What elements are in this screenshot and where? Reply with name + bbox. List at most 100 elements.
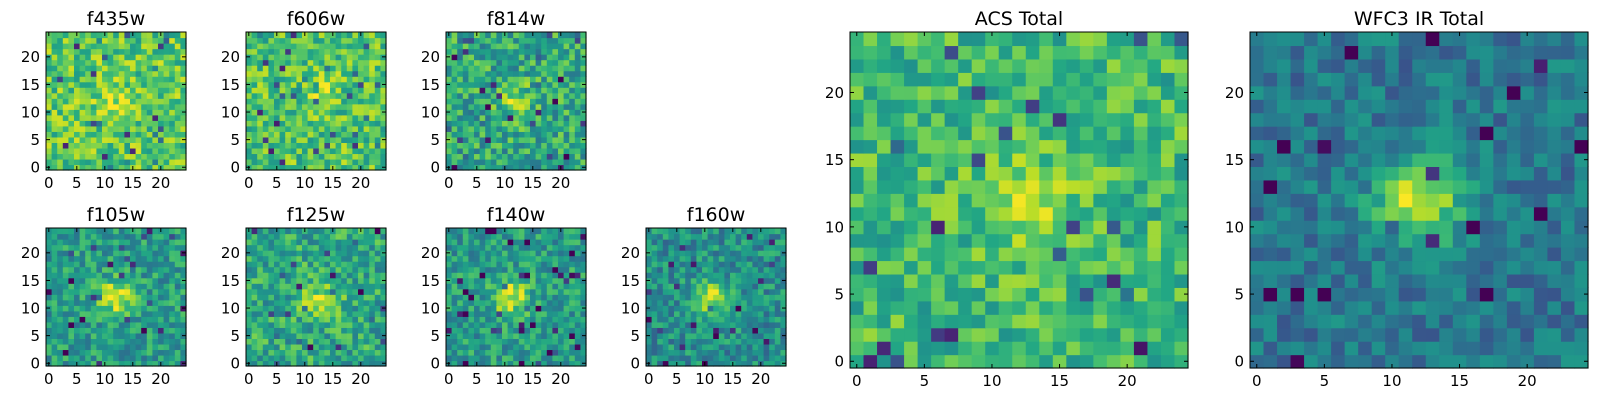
pixel-cell <box>302 131 309 138</box>
pixel-cell <box>1012 166 1027 181</box>
pixel-cell <box>1120 327 1135 342</box>
pixel-cell <box>535 310 542 317</box>
pixel-cell <box>85 65 92 72</box>
pixel-cell <box>474 120 481 127</box>
pixel-cell <box>107 76 114 83</box>
pixel-cell <box>118 125 125 132</box>
pixel-cell <box>335 255 342 262</box>
pixel-cell <box>446 244 453 251</box>
pixel-cell <box>174 321 181 328</box>
pixel-cell <box>341 332 348 339</box>
pixel-cell <box>118 288 125 295</box>
pixel-cell <box>696 299 703 306</box>
pixel-cell <box>358 310 365 317</box>
pixel-cell <box>358 103 365 110</box>
pixel-cell <box>546 332 553 339</box>
pixel-cell <box>174 48 181 55</box>
pixel-cell <box>90 37 97 44</box>
y-tick-label: 10 <box>21 103 40 121</box>
pixel-cell <box>118 277 125 284</box>
pixel-cell <box>546 239 553 246</box>
pixel-cell <box>518 98 525 105</box>
pixel-cell <box>330 92 337 99</box>
pixel-cell <box>130 255 137 262</box>
y-tick-label: 0 <box>430 355 440 373</box>
pixel-cell <box>341 70 348 77</box>
pixel-cell <box>341 103 348 110</box>
pixel-cell <box>541 327 548 334</box>
pixel-cell <box>296 120 303 127</box>
pixel-cell <box>546 147 553 155</box>
pixel-cell <box>451 354 458 362</box>
pixel-cell <box>546 54 553 61</box>
pixel-cell <box>485 321 492 328</box>
pixel-cell <box>507 239 514 246</box>
pixel-cell <box>541 136 548 143</box>
pixel-cell <box>490 114 497 121</box>
pixel-cell <box>668 288 675 295</box>
pixel-cell <box>462 343 469 351</box>
pixel-cell <box>324 87 331 94</box>
pixel-cell <box>730 250 737 257</box>
pixel-cell <box>158 158 165 166</box>
pixel-cell <box>251 343 258 351</box>
pixel-cell <box>85 283 92 290</box>
pixel-cell <box>346 360 353 367</box>
pixel-cell <box>79 142 86 149</box>
pixel-cell <box>113 54 120 61</box>
pixel-cell <box>563 360 570 367</box>
pixel-cell <box>485 327 492 334</box>
pixel-cell <box>90 228 97 235</box>
pixel-cell <box>152 164 159 171</box>
pixel-cell <box>674 261 681 268</box>
pixel-cell <box>1093 273 1108 288</box>
pixel-cell <box>158 114 165 121</box>
pixel-cell <box>74 233 81 240</box>
pixel-cell <box>324 103 331 110</box>
pixel-cell <box>46 120 53 127</box>
pixel-cell <box>302 92 309 99</box>
pixel-cell <box>251 142 258 149</box>
pixel-cell <box>724 338 731 345</box>
pixel-cell <box>158 233 165 240</box>
pixel-cell <box>158 255 165 262</box>
pixel-cell <box>363 43 370 50</box>
pixel-cell <box>958 166 973 181</box>
pixel-cell <box>135 76 142 83</box>
pixel-cell <box>324 332 331 339</box>
pixel-cell <box>96 125 103 132</box>
pixel-cell <box>268 294 275 301</box>
pixel-cell <box>474 239 481 246</box>
pixel-cell <box>374 81 381 88</box>
pixel-cell <box>62 125 69 132</box>
pixel-cell <box>931 233 946 248</box>
pixel-cell <box>730 255 737 262</box>
pixel-cell <box>96 277 103 284</box>
pixel-cell <box>474 87 481 94</box>
pixel-cell <box>1012 247 1027 262</box>
pixel-cell <box>1174 341 1189 356</box>
pixel-cell <box>724 277 731 284</box>
pixel-cell <box>558 261 565 268</box>
pixel-cell <box>904 273 919 288</box>
pixel-cell <box>246 120 253 127</box>
pixel-cell <box>180 59 187 66</box>
pixel-cell <box>451 92 458 99</box>
pixel-cell <box>135 244 142 251</box>
pixel-cell <box>850 206 865 221</box>
pixel-cell <box>324 164 331 171</box>
pixel-cell <box>290 125 297 132</box>
pixel-cell <box>85 332 92 339</box>
pixel-cell <box>507 153 514 160</box>
pixel-cell <box>530 120 537 127</box>
pixel-cell <box>113 136 120 143</box>
pixel-cell <box>57 142 64 149</box>
pixel-cell <box>268 70 275 77</box>
pixel-cell <box>57 120 64 127</box>
pixel-cell <box>535 283 542 290</box>
pixel-cell <box>335 228 342 235</box>
pixel-cell <box>358 305 365 312</box>
pixel-cell <box>79 120 86 127</box>
pixel-cell <box>546 37 553 44</box>
pixel-cell <box>374 272 381 279</box>
